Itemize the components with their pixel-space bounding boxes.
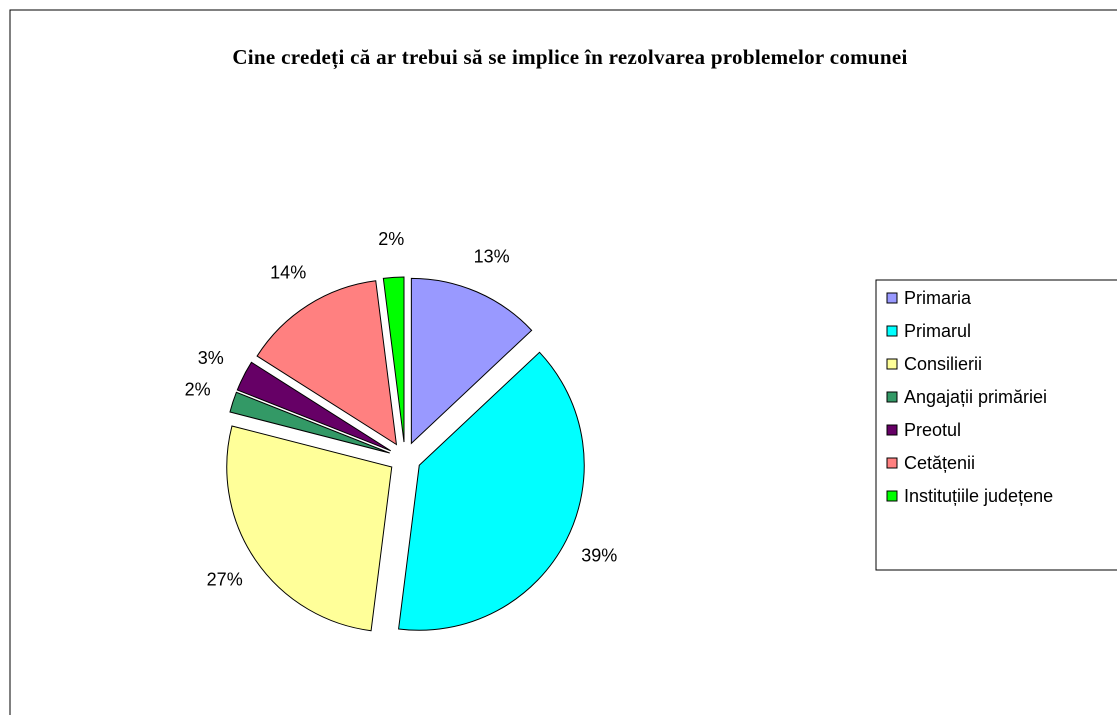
data-label: 13% xyxy=(474,247,510,267)
chart-title: Cine credeți că ar trebui să se implice … xyxy=(232,45,908,69)
pie-slice xyxy=(398,351,585,631)
legend-swatch xyxy=(886,490,898,502)
legend-label: Primaria xyxy=(904,288,972,308)
chart-frame xyxy=(9,9,1117,715)
data-label: 2% xyxy=(378,229,404,249)
data-label: 39% xyxy=(581,546,617,566)
pie-slice xyxy=(236,361,392,452)
legend-label: Preotul xyxy=(904,420,961,440)
legend-label: Primarul xyxy=(904,321,971,341)
legend-swatch xyxy=(886,391,898,403)
pie-slice xyxy=(410,277,533,445)
data-label: 2% xyxy=(185,379,211,399)
data-label: 14% xyxy=(270,263,306,283)
data-label: 27% xyxy=(207,569,243,589)
legend-swatch xyxy=(886,325,898,337)
legend-label: Consilierii xyxy=(904,354,982,374)
pie-slice xyxy=(256,280,398,446)
data-label: 3% xyxy=(198,348,224,368)
legend-swatch xyxy=(886,358,898,370)
legend-label: Angajații primăriei xyxy=(904,387,1047,407)
pie-slice xyxy=(226,425,393,632)
legend-swatch xyxy=(886,424,898,436)
legend-label: Cetățenii xyxy=(904,453,975,473)
legend-label: Instituțiile județene xyxy=(904,486,1053,506)
legend-box xyxy=(875,279,1117,571)
pie-slice xyxy=(382,276,405,443)
legend-swatch xyxy=(886,292,898,304)
legend-swatch xyxy=(886,457,898,469)
pie-slice xyxy=(229,391,390,454)
